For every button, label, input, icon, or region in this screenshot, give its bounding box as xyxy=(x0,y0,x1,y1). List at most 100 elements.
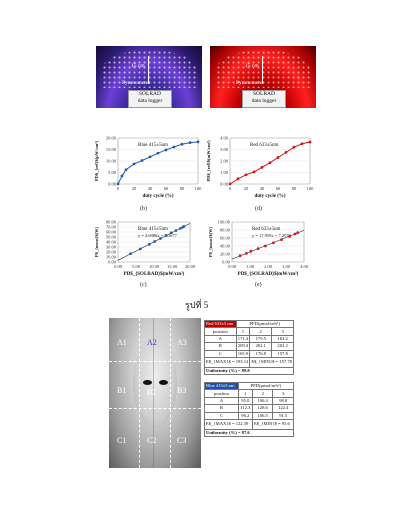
x-tick-label: 80 xyxy=(292,186,297,191)
data-point xyxy=(276,156,280,159)
position-header: position xyxy=(204,327,237,336)
grid-line-h1 xyxy=(109,361,201,362)
data-point xyxy=(164,234,168,237)
blue-table-title: Blue 415±5 nm xyxy=(204,381,239,391)
x-tick-label: 10.00 xyxy=(149,264,160,269)
y-tick-label: 80.00 xyxy=(220,228,231,233)
data-point xyxy=(272,241,275,245)
red-pfd-table: Red 633±5 nm PFD(µmol/m²s¹) position 1 2… xyxy=(203,319,294,376)
legend-label: Blue 415±5nm xyxy=(138,227,168,232)
data-point xyxy=(256,247,260,250)
logger-box: SOLRAD data logger xyxy=(128,90,172,108)
cell: 179.5 xyxy=(249,334,273,344)
data-point xyxy=(153,240,157,243)
x-tick-label: 2.00 xyxy=(264,264,273,269)
distance-label: 15 cm xyxy=(245,63,259,69)
y-tick-label: 20.00 xyxy=(106,136,117,141)
data-point xyxy=(159,237,162,240)
y-tick-label: 40.00 xyxy=(106,240,117,245)
zone-a1: A1 xyxy=(117,338,127,347)
distance-label: 15 cm xyxy=(131,63,145,69)
cell: 157.8 xyxy=(271,349,294,358)
y-tick-label: 40.00 xyxy=(220,244,231,249)
grid-line-v2 xyxy=(170,318,171,468)
data-point xyxy=(280,238,283,241)
x-tick-label: 0 xyxy=(117,186,120,191)
y-tick-label: 80.00 xyxy=(106,220,117,225)
cell: 106.4 xyxy=(251,396,274,406)
data-point xyxy=(164,148,168,152)
col-header: 2 xyxy=(249,327,273,336)
logger-line2: data logger xyxy=(137,98,163,104)
y-tick-label: 5.00 xyxy=(108,170,117,175)
cell: 91.5 xyxy=(272,411,294,420)
data-point xyxy=(252,170,256,174)
cell: 122.4 xyxy=(272,404,294,413)
data-point xyxy=(129,252,132,256)
distance-marker xyxy=(262,56,263,84)
cell: 171.4 xyxy=(235,334,251,344)
row-label: B xyxy=(204,342,237,351)
data-point xyxy=(268,161,272,165)
center-line xyxy=(153,318,154,468)
uniformity-label: Uniformity (%) = 89.8 xyxy=(204,366,294,376)
data-point xyxy=(293,232,297,236)
figure-label: รูปที่ 5 xyxy=(185,300,209,310)
table-row: B 112.3 128.6 122.4 xyxy=(204,404,294,413)
col-header: 3 xyxy=(271,327,294,336)
y-tick-label: 10.00 xyxy=(106,255,117,260)
zone-a2: A2 xyxy=(147,338,157,347)
x-tick-label: 5.00 xyxy=(132,264,141,269)
y-axis-label: P$_{meas}$(W) xyxy=(208,226,213,257)
equation-label: y = 3.6986x + 3.3677 xyxy=(138,233,178,238)
legend-label: Blue 415±5nm xyxy=(138,143,168,148)
table-row: A 171.4 179.5 163.2 xyxy=(204,334,294,344)
data-point xyxy=(148,155,152,159)
y-axis-label: P$_{meas}$(W) xyxy=(94,226,99,257)
data-point xyxy=(120,174,124,178)
x-tick-label: 0 xyxy=(229,186,232,191)
x-tick-label: 3.00 xyxy=(282,264,291,269)
data-point xyxy=(178,227,182,230)
distance-marker xyxy=(148,56,149,84)
y-tick-label: 30.00 xyxy=(106,245,117,250)
data-point xyxy=(132,162,136,166)
data-point xyxy=(245,252,248,255)
data-point xyxy=(138,247,142,251)
data-point xyxy=(308,140,312,144)
data-point xyxy=(263,244,267,248)
data-point xyxy=(238,254,242,258)
trend-line xyxy=(231,230,305,260)
x-axis-label: duty cycle (%) xyxy=(142,194,173,199)
x-tick-label: 40 xyxy=(148,186,153,191)
logger-line1: SOLRAD xyxy=(138,91,161,97)
x-tick-label: 1.00 xyxy=(246,264,255,269)
x-tick-label: 60 xyxy=(164,186,169,191)
x-tick-label: 100 xyxy=(307,186,315,191)
data-point xyxy=(296,231,300,234)
x-tick-label: 20 xyxy=(132,186,137,191)
y-tick-label: 100.00 xyxy=(218,220,231,225)
x-axis-label: PD$_{SOLRAD}$(mW/cm²) xyxy=(124,271,185,277)
data-point xyxy=(196,140,200,144)
data-point xyxy=(140,159,144,162)
x-tick-label: 0.00 xyxy=(228,264,237,269)
data-point xyxy=(147,243,151,246)
y-tick-label: 60.00 xyxy=(106,230,117,235)
chart-0: 0.00 5.00 10.00 15.00 20.00 0 20 40 60 80 100 duty … xyxy=(94,136,202,200)
x-axis-label: duty cycle (%) xyxy=(254,194,285,199)
data-point xyxy=(172,145,176,149)
row-label: C xyxy=(204,349,237,358)
table-row: C 165.9 176.8 157.8 xyxy=(204,349,294,358)
legend-label: Red 633±5nm xyxy=(252,227,281,232)
caption-d: (d) xyxy=(255,206,262,212)
cell: 176.8 xyxy=(249,349,273,358)
pfd-header: PFD(µmol/m²s¹) xyxy=(237,381,295,391)
uniformity-label: Uniformity (%) = 87.6 xyxy=(204,428,294,438)
y-tick-label: 4.00 xyxy=(220,136,229,141)
x-axis-label: PD$_{SOLRAD}$(mW/cm²) xyxy=(238,271,299,277)
zone-b3: B3 xyxy=(177,386,187,395)
emax-label: E$_{MAX}$ = 122.39 xyxy=(204,418,253,430)
y-tick-label: 3.00 xyxy=(220,147,229,152)
face-zone-image: A1 A2 A3 B1 B2 B3 C1 C2 C3 xyxy=(109,318,201,468)
